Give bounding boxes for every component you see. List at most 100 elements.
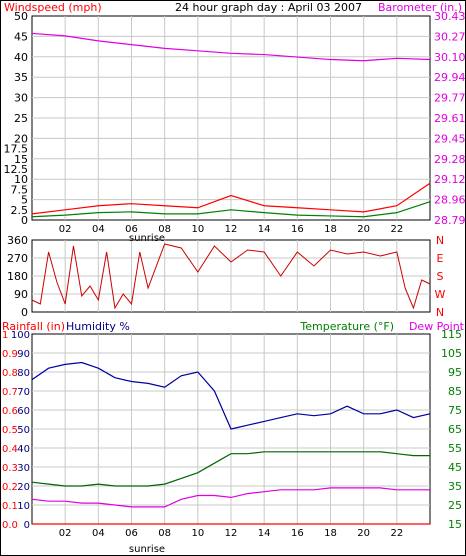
barometer-y-tick: 29.77 (434, 92, 466, 105)
barometer-y-tick: 30.10 (434, 51, 466, 64)
temperature-y-tick: 85 (448, 385, 462, 398)
x-tick-label: 08 (158, 528, 171, 539)
x-tick-label: 04 (92, 528, 105, 539)
direction-y-tick: 270 (7, 252, 28, 265)
x-tick-label: 16 (291, 224, 304, 235)
x-tick-label: 14 (258, 224, 271, 235)
dewpoint-axis-label: Dew Point (409, 320, 465, 333)
barometer-line (31, 32, 431, 62)
compass-tick: S (437, 270, 444, 283)
direction-y-tick: 360 (7, 234, 28, 247)
x-tick-label: 16 (291, 528, 304, 539)
temperature-y-tick: 25 (448, 499, 462, 512)
temperature-y-tick: 105 (441, 347, 462, 360)
barometer-y-tick: 29.61 (434, 112, 466, 125)
rain-y-tick: 0.6 (2, 406, 18, 417)
x-tick-label: 18 (324, 528, 337, 539)
temperature-y-tick: 95 (448, 366, 462, 379)
direction-y-tick: 180 (7, 270, 28, 283)
rainfall-axis-label: Rainfall (in) (2, 320, 65, 333)
direction-y-tick: 90 (14, 288, 28, 301)
humidity-y-tick: 70 (17, 387, 30, 398)
wind-direction-line (31, 243, 431, 310)
chart-title: 24 hour graph day : April 03 2007 (175, 1, 362, 14)
humidity-y-tick: 0 (24, 520, 30, 531)
humidity-y-tick: 100 (11, 330, 30, 341)
x-tick-label: 10 (191, 224, 204, 235)
sunrise-label: sunrise (129, 233, 165, 244)
wind-y-tick: 0 (21, 214, 28, 227)
x-tick-label: 06 (125, 528, 138, 539)
wind-y-tick: 15 (14, 153, 28, 166)
temperature-y-tick: 115 (441, 328, 462, 341)
wind-y-tick: 45 (14, 30, 28, 43)
humidity-y-tick: 30 (17, 463, 30, 474)
x-tick-label: 20 (357, 224, 370, 235)
wind-y-tick: 50 (14, 10, 28, 23)
x-tick-label: 06 (125, 224, 138, 235)
wind-average-line (31, 201, 431, 218)
humidity-y-tick: 90 (17, 349, 30, 360)
humidity-y-tick: 80 (17, 368, 30, 379)
compass-tick: N (436, 234, 444, 247)
x-tick-label: 10 (191, 528, 204, 539)
x-tick-label: 12 (225, 528, 238, 539)
barometer-y-tick: 28.96 (434, 194, 466, 207)
wind-y-tick: 12.5 (4, 163, 29, 176)
humidity-y-tick: 40 (17, 444, 30, 455)
wind-y-tick: 30 (14, 92, 28, 105)
rain-y-tick: 0.3 (2, 463, 18, 474)
x-tick-label: 08 (158, 224, 171, 235)
wind-y-tick: 17.5 (4, 143, 29, 156)
rain-y-tick: 0.1 (2, 501, 18, 512)
temperature-line (31, 451, 430, 487)
x-tick-label: 18 (324, 224, 337, 235)
direction-y-tick: 0 (21, 306, 28, 319)
rain-y-tick: 0.9 (2, 349, 18, 360)
barometer-y-tick: 30.43 (434, 10, 466, 23)
x-tick-label: 12 (225, 224, 238, 235)
barometer-y-tick: 29.94 (434, 71, 466, 84)
rain-y-tick: 0.4 (2, 444, 18, 455)
wind-y-tick: 10 (14, 173, 28, 186)
x-tick-label: 02 (59, 528, 72, 539)
rain-y-tick: 0.7 (2, 387, 18, 398)
x-tick-label: 22 (390, 224, 403, 235)
rain-y-tick: 0.8 (2, 368, 18, 379)
compass-tick: N (436, 306, 444, 319)
wind-y-tick: 5 (21, 194, 28, 207)
wind-gust-line (31, 182, 431, 215)
temperature-y-tick: 35 (448, 480, 462, 493)
wind-y-tick: 20 (14, 132, 28, 145)
wind-y-tick: 25 (14, 112, 28, 125)
wind-y-tick: 35 (14, 71, 28, 84)
barometer-y-tick: 30.27 (434, 30, 466, 43)
rain-y-tick: 0.0 (2, 520, 18, 531)
barometer-y-tick: 29.45 (434, 132, 466, 145)
temperature-y-tick: 55 (448, 442, 462, 455)
rain-y-tick: 0.2 (2, 482, 18, 493)
humidity-y-tick: 10 (17, 501, 30, 512)
temperature-axis-label: Temperature (°F) (299, 320, 394, 333)
x-tick-label: 02 (59, 224, 72, 235)
wind-y-tick: 2.5 (11, 204, 29, 217)
x-tick-label: 22 (390, 528, 403, 539)
humidity-line (31, 361, 431, 430)
rain-y-tick: 0.5 (2, 425, 18, 436)
humidity-y-tick: 20 (17, 482, 30, 493)
rain-y-tick: 1 (2, 330, 8, 341)
humidity-y-tick: 50 (17, 425, 30, 436)
sunrise-label: sunrise (129, 544, 165, 555)
x-tick-label: 04 (92, 224, 105, 235)
wind-y-tick: 40 (14, 51, 28, 64)
compass-tick: W (435, 288, 446, 301)
wind-y-tick: 7.5 (11, 183, 29, 196)
barometer-y-tick: 28.79 (434, 214, 466, 227)
x-tick-label: 14 (258, 528, 271, 539)
barometer-y-tick: 29.12 (434, 173, 466, 186)
barometer-axis-label: Barometer (in.) (378, 1, 462, 14)
temperature-y-tick: 15 (448, 518, 462, 531)
windspeed-axis-label: Windspeed (mph) (4, 1, 102, 14)
